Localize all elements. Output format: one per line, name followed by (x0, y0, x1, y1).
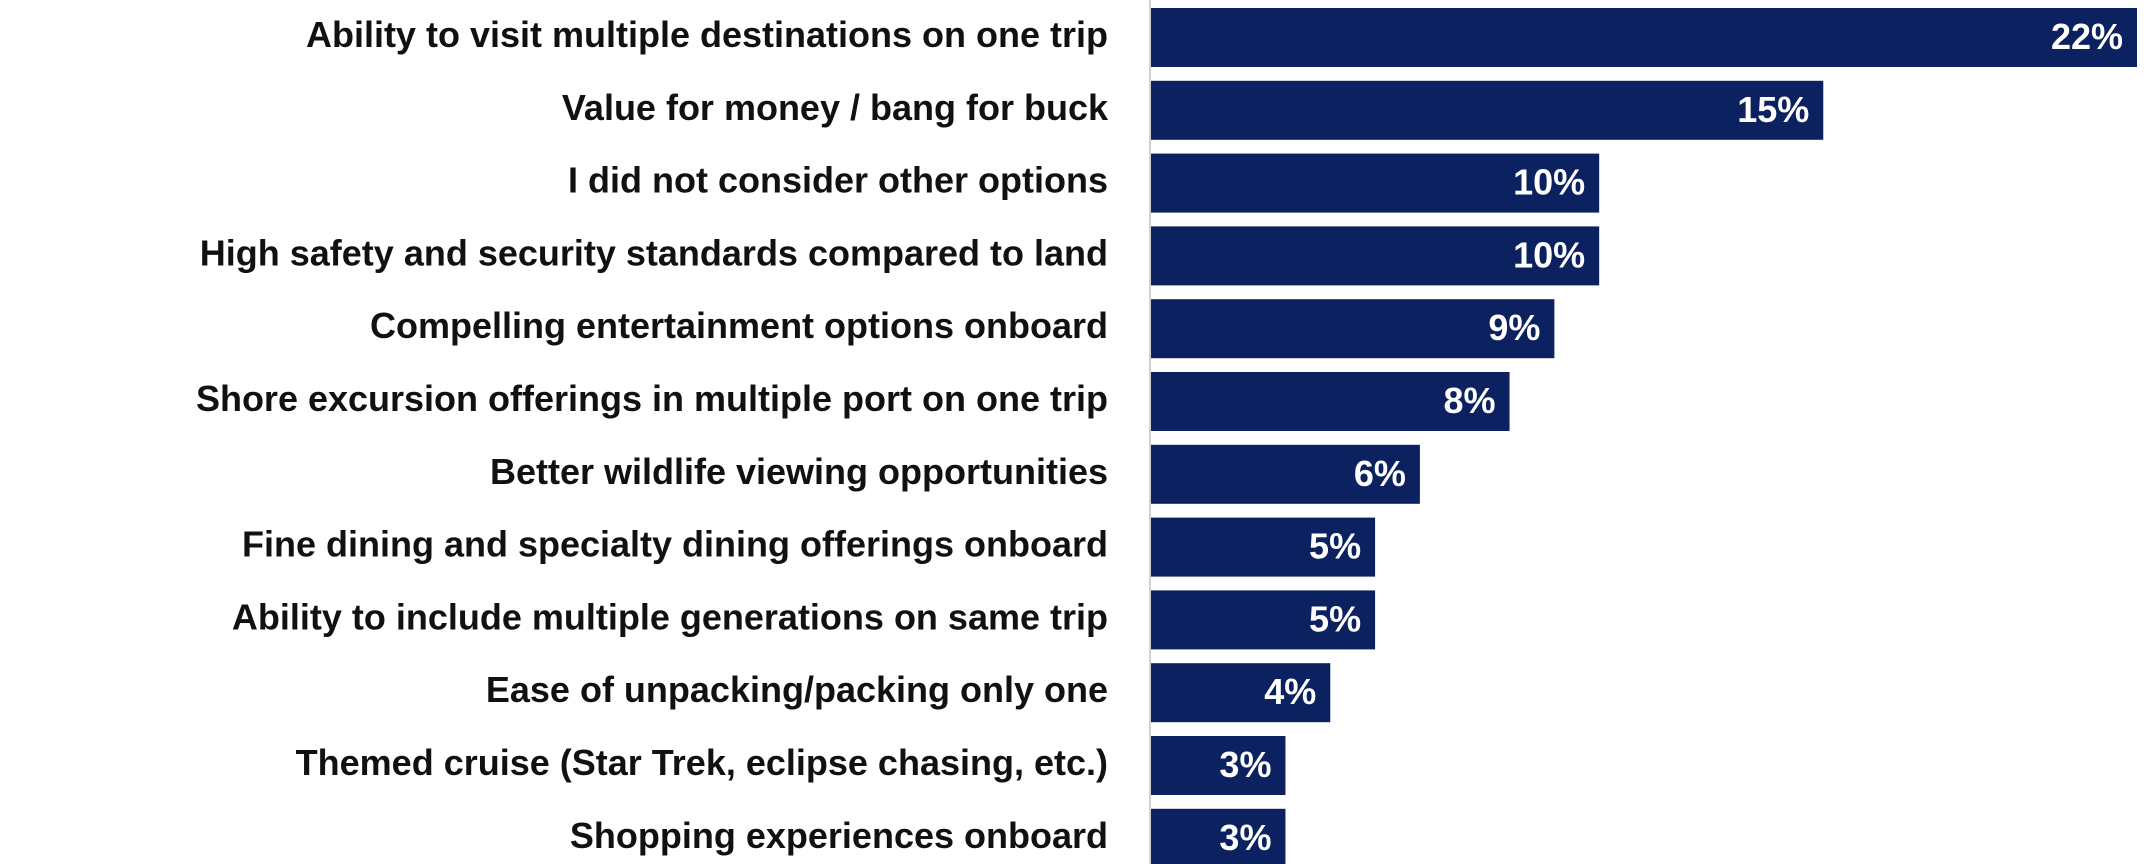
category-label: Ease of unpacking/packing only one (486, 669, 1108, 710)
value-label: 3% (1219, 744, 1271, 785)
category-label: Shore excursion offerings in multiple po… (196, 378, 1108, 419)
value-label: 6% (1354, 453, 1406, 494)
value-label: 3% (1219, 817, 1271, 858)
bar (1151, 80, 1824, 140)
category-label: I did not consider other options (568, 160, 1108, 201)
value-label: 4% (1264, 671, 1316, 712)
category-label: Themed cruise (Star Trek, eclipse chasin… (296, 742, 1108, 783)
value-label: 9% (1488, 307, 1540, 348)
category-label: Ability to include multiple generations … (232, 596, 1108, 637)
value-label: 5% (1309, 526, 1361, 567)
category-label: Fine dining and specialty dining offerin… (242, 524, 1108, 565)
value-label: 10% (1513, 234, 1585, 275)
bar (1151, 226, 1600, 286)
category-label: Ability to visit multiple destinations o… (306, 14, 1108, 55)
value-label: 10% (1513, 162, 1585, 203)
bar (1151, 808, 1286, 864)
value-label: 15% (1737, 89, 1809, 130)
category-label: Better wildlife viewing opportunities (490, 451, 1108, 492)
category-label: Compelling entertainment options onboard (370, 305, 1108, 346)
bar (1151, 8, 2137, 67)
bar (1151, 590, 1376, 650)
category-label: Shopping experiences onboard (570, 815, 1108, 856)
category-label: High safety and security standards compa… (200, 232, 1108, 273)
bar (1151, 299, 1555, 359)
bar (1151, 153, 1600, 213)
bar (1151, 517, 1376, 577)
bar (1151, 663, 1331, 723)
bar (1151, 444, 1420, 504)
value-label: 5% (1309, 598, 1361, 639)
category-label: Value for money / bang for buck (562, 87, 1109, 128)
bar (1151, 736, 1286, 795)
value-label: 8% (1444, 380, 1496, 421)
value-label: 22% (2051, 16, 2123, 57)
bar (1151, 372, 1510, 431)
